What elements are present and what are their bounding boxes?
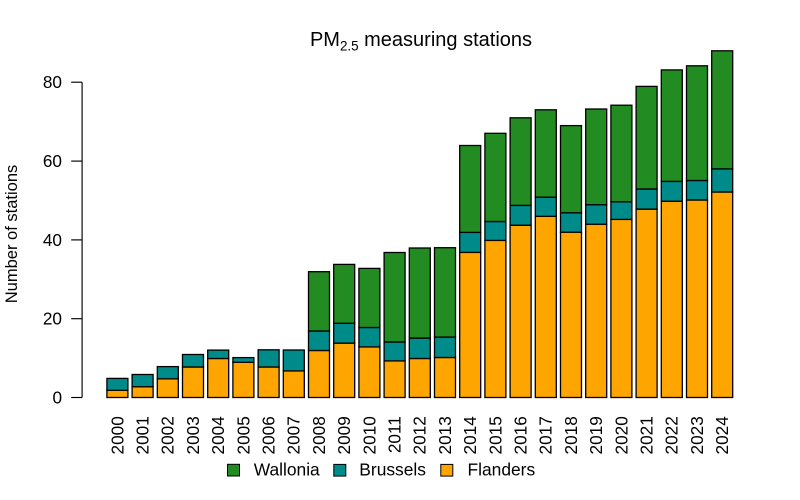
svg-text:2002: 2002 [158,416,178,454]
svg-text:2014: 2014 [460,416,480,455]
svg-text:2000: 2000 [107,416,127,454]
svg-text:2012: 2012 [410,416,430,454]
svg-text:PM2.5 measuring stations: PM2.5 measuring stations [310,29,532,53]
svg-text:2008: 2008 [309,416,329,454]
svg-text:2005: 2005 [233,416,253,454]
svg-text:2021: 2021 [637,416,657,454]
svg-text:2016: 2016 [511,416,531,454]
svg-text:2011: 2011 [385,416,405,453]
svg-text:2017: 2017 [536,416,556,454]
svg-text:20: 20 [43,309,62,329]
svg-text:Wallonia: Wallonia [254,459,320,479]
svg-text:2019: 2019 [586,416,606,454]
svg-text:2018: 2018 [561,416,581,454]
svg-text:Brussels: Brussels [359,459,426,479]
svg-text:2007: 2007 [284,416,304,454]
svg-text:2009: 2009 [334,416,354,454]
svg-text:60: 60 [43,151,62,171]
svg-text:80: 80 [43,72,62,92]
svg-text:2001: 2001 [133,416,153,454]
svg-text:2006: 2006 [259,416,279,454]
svg-text:2010: 2010 [359,416,379,454]
svg-text:2023: 2023 [687,416,707,454]
svg-text:2024: 2024 [712,416,732,455]
svg-text:40: 40 [43,230,62,250]
svg-text:2003: 2003 [183,416,203,454]
svg-text:2015: 2015 [485,416,505,454]
svg-text:Number of stations: Number of stations [3,165,21,303]
svg-text:2004: 2004 [208,416,228,455]
svg-text:Flanders: Flanders [468,459,536,479]
svg-text:0: 0 [52,388,62,408]
svg-text:2022: 2022 [662,416,682,454]
svg-text:2013: 2013 [435,416,455,454]
svg-text:2020: 2020 [611,416,631,454]
